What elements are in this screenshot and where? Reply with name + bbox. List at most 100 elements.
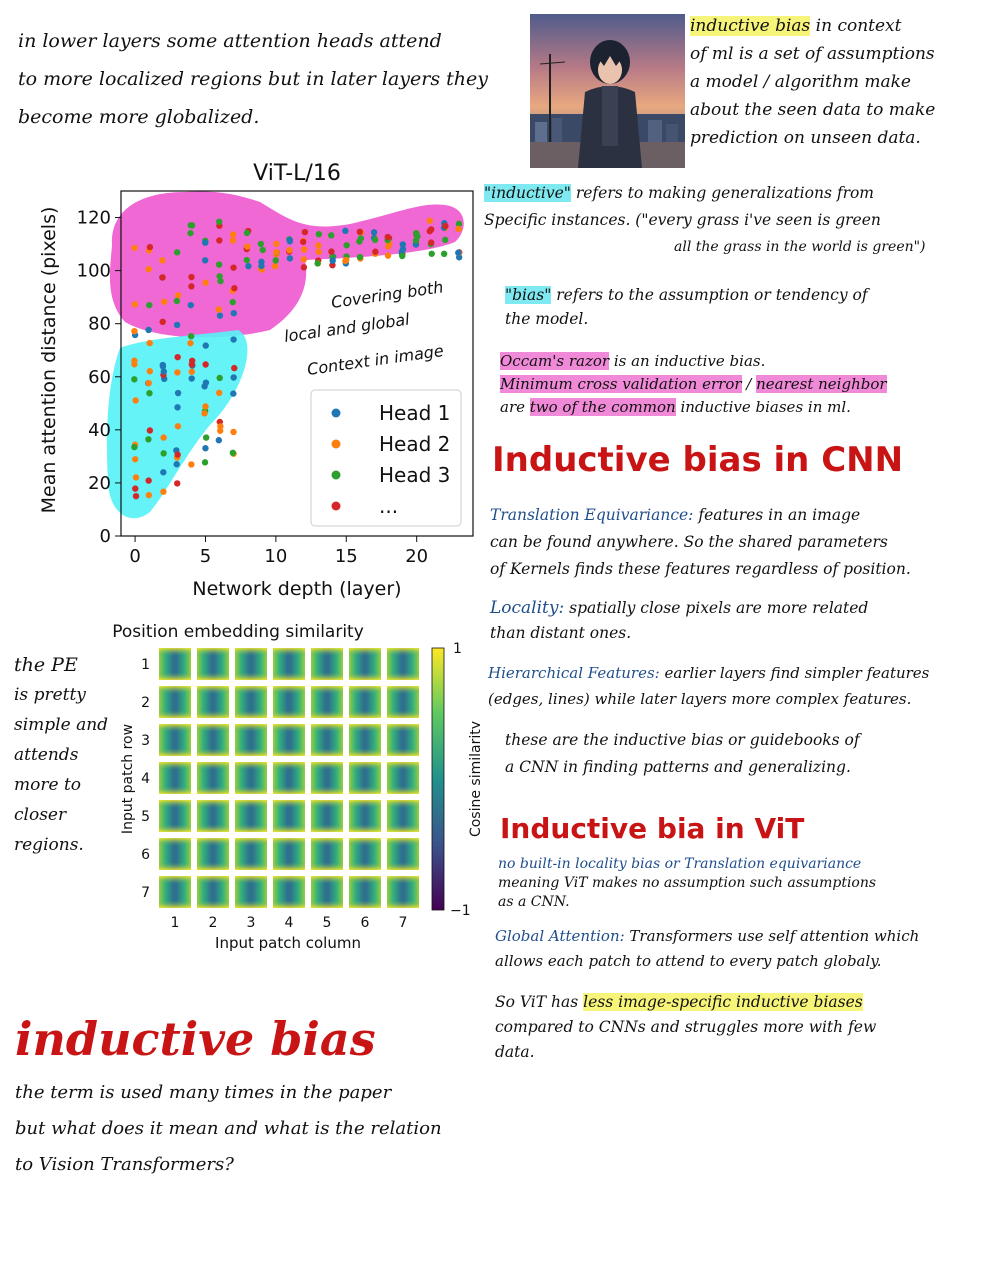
heatmap-cell — [197, 800, 229, 832]
scatter-point — [216, 312, 224, 319]
scatter-point — [230, 309, 238, 317]
colorbar-tick: 1 — [453, 641, 462, 657]
conclusion-hl: less image-specific inductive biases — [583, 993, 863, 1011]
heatmap-cell — [235, 800, 267, 832]
scatter-point — [188, 461, 195, 468]
cnn-translation-item: Translation Equivariance: features in an… — [490, 502, 911, 583]
question-line: the term is used many times in the paper — [15, 1082, 392, 1103]
scatter-point — [442, 222, 449, 230]
scatter-point — [160, 469, 167, 476]
question-line: but what does it mean and what is the re… — [15, 1118, 442, 1139]
heatmap-cell — [273, 648, 305, 680]
position-embedding-heatmap: Position embedding similarity Input patc… — [112, 622, 480, 952]
scatter-point — [440, 250, 448, 258]
heatmap-cell — [311, 648, 343, 680]
scatter-points — [131, 217, 463, 500]
cnn-locality-item: Locality: spatially close pixels are mor… — [490, 596, 868, 646]
y-tick-label: 100 — [77, 261, 111, 282]
chart-title: ViT-L/16 — [253, 161, 341, 186]
occam-line: Occam's razor is an inductive bias. — [500, 350, 887, 373]
scatter-point — [132, 492, 140, 500]
bias-rest: refers to the assumption or tendency of — [551, 286, 868, 304]
scatter-point — [201, 257, 209, 264]
scatter-point — [216, 218, 223, 225]
scatter-point — [146, 243, 154, 251]
heatmap-cell — [197, 762, 229, 794]
scatter-point — [131, 301, 138, 308]
cnn-item-line: can be found anywhere. So the shared par… — [490, 533, 888, 551]
heatmap-y-tick: 6 — [141, 847, 150, 863]
scatter-point — [188, 361, 196, 368]
occam-rest-2: inductive biases in ml. — [675, 398, 851, 416]
scatter-point — [372, 248, 379, 255]
bias-line: "bias" refers to the assumption or tende… — [505, 283, 868, 307]
scatter-point — [343, 242, 350, 249]
scatter-point — [426, 217, 434, 224]
vit-locality-note: no built-in locality bias or Translation… — [498, 855, 876, 912]
heatmap-ticks: 1 2 3 4 5 6 7 1 2 3 4 5 6 7 — [141, 657, 407, 931]
scatter-point — [356, 253, 364, 261]
scatter-point — [174, 292, 182, 299]
scatter-point — [273, 248, 280, 256]
heatmap-cell — [349, 876, 381, 908]
cnn-item-text: spatially close pixels are more related — [564, 599, 869, 617]
scatter-point — [188, 368, 196, 375]
heatmap-cell — [387, 876, 419, 908]
chart-ylabel: Mean attention distance (pixels) — [38, 207, 60, 514]
y-tick-label: 0 — [100, 526, 111, 547]
heatmap-cell — [197, 838, 229, 870]
scatter-point — [146, 368, 154, 375]
heatmap-cell — [273, 762, 305, 794]
scatter-point — [187, 229, 194, 237]
scatter-point — [174, 423, 182, 430]
scatter-point — [160, 368, 168, 375]
inductive-term: "inductive" — [484, 184, 571, 202]
occam-hl-c: two of the common — [529, 398, 676, 416]
heatmap-cell — [159, 686, 191, 718]
scatter-point — [231, 285, 238, 292]
x-tick-label: 20 — [405, 546, 428, 567]
heatmap-cell — [387, 838, 419, 870]
chart-legend: Head 1 Head 2 Head 3... — [310, 389, 462, 527]
scatter-point — [428, 239, 435, 246]
legend-label: ... — [379, 494, 398, 518]
scatter-point — [174, 369, 181, 376]
scatter-point — [215, 261, 223, 268]
x-tick-label: 15 — [335, 546, 358, 567]
scatter-point — [188, 283, 195, 290]
scatter-point — [173, 297, 181, 305]
vit-line: as a CNN. — [498, 894, 570, 910]
scatter-point — [329, 257, 336, 264]
vit-line: So ViT has less image-specific inductive… — [495, 990, 876, 1015]
scatter-point — [202, 361, 209, 368]
vit-line: meaning ViT makes no assumption such ass… — [498, 875, 877, 891]
scatter-point — [202, 445, 209, 452]
scatter-point — [216, 374, 223, 382]
scatter-point — [173, 461, 180, 468]
scatter-point — [145, 379, 152, 387]
scatter-point — [146, 301, 153, 309]
main-question: the term is used many times in the paper… — [15, 1075, 442, 1183]
scatter-point — [300, 264, 308, 271]
occam-line: are two of the common inductive biases i… — [500, 396, 887, 419]
scatter-point — [315, 248, 322, 255]
annotation-line: Covering both — [330, 277, 445, 312]
scatter-point — [257, 240, 265, 248]
scatter-point — [174, 480, 181, 487]
scatter-point — [132, 485, 139, 492]
scatter-point — [315, 242, 322, 249]
scatter-point — [202, 379, 210, 386]
scatter-plot-frame — [120, 190, 474, 537]
scatter-point — [202, 403, 209, 410]
heatmap-cells — [159, 648, 419, 908]
global-attention-term: Global Attention: — [495, 927, 625, 945]
scatter-point — [271, 262, 279, 270]
vit-global-attention: Global Attention: Transformers use self … — [495, 924, 919, 974]
scatter-point — [230, 264, 237, 271]
conclusion-a: So ViT has — [495, 993, 584, 1011]
legend-box — [310, 389, 462, 527]
scatter-point — [300, 256, 308, 263]
heatmap-y-tick: 7 — [141, 885, 150, 901]
y-tick-label: 20 — [88, 473, 111, 494]
scatter-point — [160, 450, 167, 457]
